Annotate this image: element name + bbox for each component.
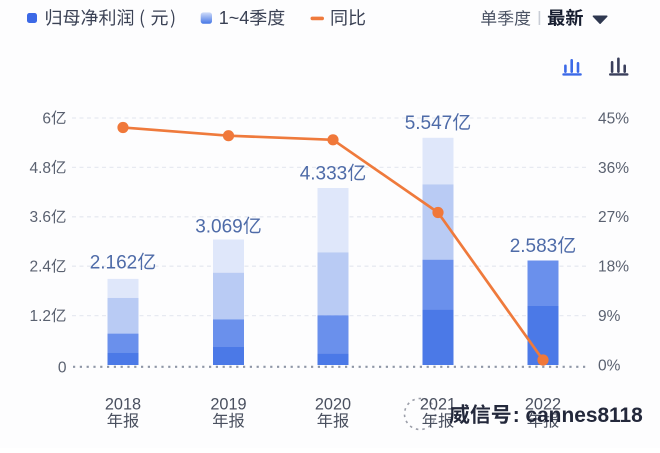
svg-text:4.333: 4.333 xyxy=(300,164,348,185)
svg-text:5.547: 5.547 xyxy=(405,113,453,134)
svg-text:0: 0 xyxy=(58,359,67,376)
svg-text:2019: 2019 xyxy=(210,396,246,414)
svg-text:1~4: 1~4 xyxy=(219,8,250,28)
svg-text:2.162: 2.162 xyxy=(90,253,138,274)
svg-text:: cannes8118: : cannes8118 xyxy=(513,404,643,427)
svg-text:2020: 2020 xyxy=(315,396,351,414)
svg-text:36%: 36% xyxy=(598,160,629,177)
svg-text:3.6: 3.6 xyxy=(30,209,52,226)
svg-text:2022: 2022 xyxy=(525,396,561,414)
svg-text:27%: 27% xyxy=(598,209,629,226)
svg-text:6: 6 xyxy=(42,110,51,127)
svg-text:45%: 45% xyxy=(598,110,629,127)
svg-text:2.583: 2.583 xyxy=(510,236,558,257)
svg-text:2.4: 2.4 xyxy=(30,259,52,276)
svg-text:1.2: 1.2 xyxy=(30,308,52,325)
svg-text:3.069: 3.069 xyxy=(195,217,243,238)
svg-text:18%: 18% xyxy=(598,259,629,276)
svg-text:9%: 9% xyxy=(598,308,621,325)
svg-text:2021: 2021 xyxy=(420,396,456,414)
svg-text:0%: 0% xyxy=(598,357,621,374)
svg-text:2018: 2018 xyxy=(105,396,141,414)
svg-text:4.8: 4.8 xyxy=(30,160,52,177)
